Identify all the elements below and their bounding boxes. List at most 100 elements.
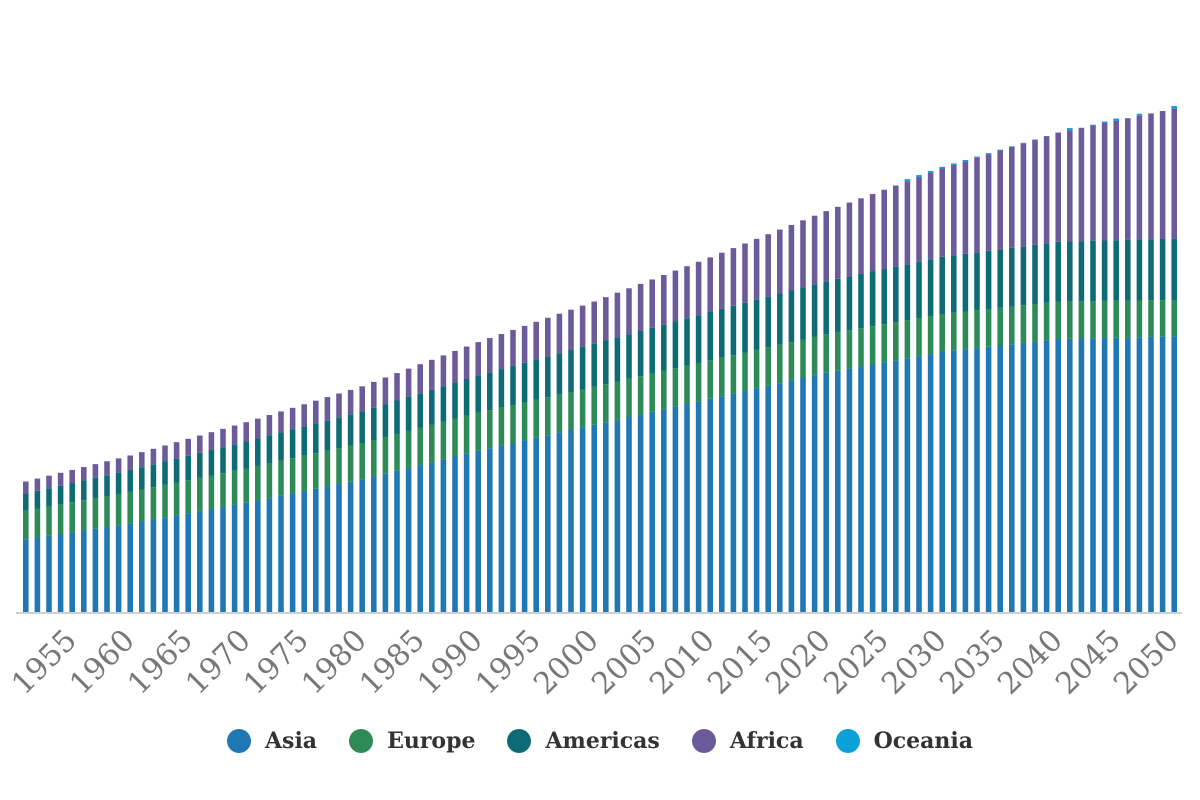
bar-asia-2018 [800,378,806,612]
bar-americas-1960 [127,470,133,492]
bar-africa-1990 [475,342,481,376]
bar-americas-1965 [185,455,191,481]
bar-africa-1978 [336,393,342,418]
bar-americas-1970 [243,441,249,469]
bar-americas-2032 [962,253,969,312]
bar-americas-1953 [46,488,52,507]
bar-africa-2017 [788,224,795,291]
bar-europe-1954 [57,504,64,534]
bar-europe-2012 [730,355,737,394]
bar-americas-1956 [81,480,87,501]
bar-americas-1959 [115,472,122,494]
legend-label: Oceania [873,728,973,754]
bar-africa-2032 [962,161,969,254]
bar-europe-1973 [278,460,284,496]
bar-americas-1967 [208,450,215,476]
bar-europe-2020 [823,334,829,373]
legend-item-europe[interactable]: Europe [349,728,475,754]
bar-americas-1961 [139,467,145,490]
bar-americas-1972 [266,435,273,464]
bar-americas-2036 [1009,247,1015,307]
bar-europe-2044 [1101,300,1108,338]
bar-africa-2011 [719,252,725,309]
bar-europe-2009 [695,362,702,402]
bar-asia-1981 [371,476,377,612]
legend-swatch-icon [226,729,251,753]
bar-africa-2047 [1136,115,1143,240]
bar-africa-1996 [545,317,551,357]
bar-asia-2030 [939,352,945,612]
legend-item-africa[interactable]: Africa [691,728,804,754]
bar-europe-2038 [1032,304,1038,342]
bar-americas-1968 [220,447,226,474]
legend-item-americas[interactable]: Americas [507,728,660,754]
x-tick-label: 1975 [237,623,316,702]
bar-europe-1961 [139,489,145,522]
bar-oceania-2035 [997,149,1003,151]
bar-asia-2033 [974,348,980,612]
bar-europe-1996 [545,397,551,436]
bar-americas-2028 [916,261,922,319]
bar-asia-2037 [1020,342,1027,612]
bar-americas-1957 [92,477,99,499]
bar-asia-1992 [498,445,505,612]
bar-europe-1963 [162,484,168,518]
bar-americas-1982 [382,404,389,437]
bar-oceania-2029 [927,170,934,173]
bar-europe-1966 [197,477,203,512]
bar-africa-2042 [1078,127,1085,242]
bar-americas-2021 [835,278,841,333]
bar-americas-2009 [695,315,702,363]
bar-americas-2001 [603,340,609,385]
bar-africa-1954 [57,472,64,486]
bar-asia-1988 [452,456,458,612]
bar-americas-2015 [765,296,771,348]
bar-africa-2025 [881,189,887,270]
bar-africa-1962 [150,448,157,465]
bar-americas-1973 [278,432,284,461]
bar-asia-1958 [104,527,110,612]
bar-americas-1962 [150,464,157,488]
bar-europe-2008 [684,365,690,404]
bar-asia-1987 [440,459,447,612]
bar-africa-2037 [1020,143,1027,247]
bar-asia-1975 [301,491,307,612]
bar-americas-2029 [927,259,934,317]
bar-americas-2020 [823,281,829,335]
bar-asia-1953 [46,535,52,612]
bar-americas-2045 [1113,240,1119,301]
bar-europe-1985 [417,427,423,466]
bar-africa-2039 [1043,136,1050,244]
x-axis-ticks: 1955196019651970197519801985199019952000… [5,623,1186,702]
bar-africa-1986 [429,359,435,390]
bar-asia-2011 [719,396,725,612]
bar-americas-1969 [231,444,238,471]
bar-asia-1964 [173,515,180,612]
bar-asia-2012 [730,393,737,612]
bar-africa-2043 [1090,125,1096,241]
bar-africa-2008 [684,266,690,319]
bar-asia-2007 [672,406,679,612]
bar-asia-2034 [985,346,992,612]
bar-asia-2049 [1159,336,1166,612]
bar-europe-1959 [115,493,122,526]
bar-europe-2000 [591,386,597,425]
bar-americas-2022 [846,276,853,331]
bar-americas-1954 [57,485,64,505]
legend-item-oceania[interactable]: Oceania [835,728,973,754]
x-tick-label: 1965 [121,623,200,702]
bar-africa-1984 [405,368,412,397]
bar-africa-1963 [162,445,168,462]
bar-africa-1983 [394,373,400,401]
bar-americas-1958 [104,475,110,497]
bar-africa-1985 [417,364,423,394]
bar-europe-1976 [313,453,319,489]
bar-europe-2001 [603,384,609,423]
bar-europe-1984 [405,430,412,468]
bar-europe-2026 [893,322,899,361]
legend-label: Africa [729,728,804,754]
bar-asia-1990 [475,450,481,612]
bar-asia-2009 [695,401,702,612]
bar-americas-1989 [463,378,470,416]
legend-item-asia[interactable]: Asia [226,728,317,754]
